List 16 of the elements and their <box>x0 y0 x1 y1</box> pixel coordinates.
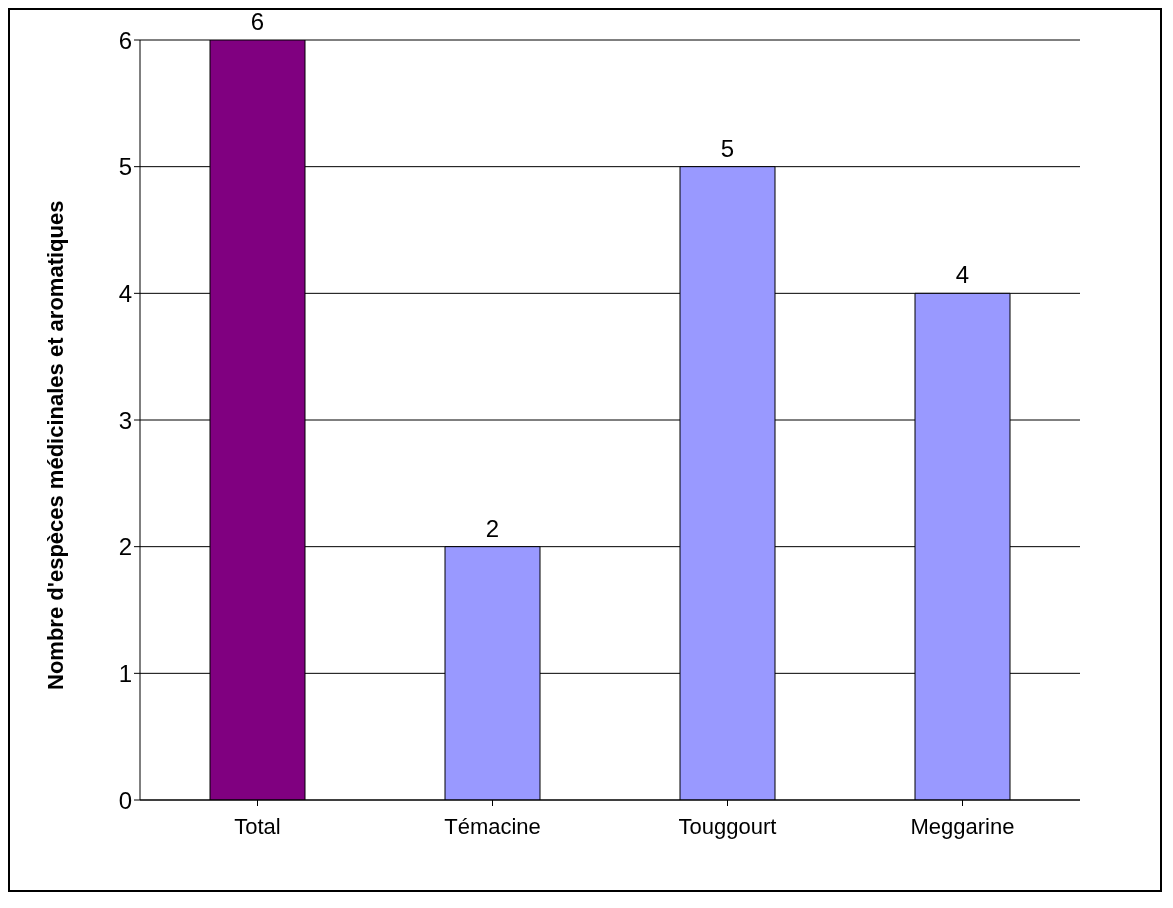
data-label: 4 <box>955 261 970 289</box>
y-tick-label: 3 <box>118 406 132 434</box>
x-tick-label: Témacine <box>444 813 541 839</box>
y-tick-label: 0 <box>118 786 132 814</box>
y-tick-label: 1 <box>118 659 132 687</box>
y-axis-title: Nombre d'espèces médicinales et aromatiques <box>42 200 68 690</box>
data-label: 2 <box>485 514 500 542</box>
y-tick-label: 2 <box>118 533 132 561</box>
x-tick-label: Meggarine <box>910 813 1015 839</box>
y-tick-label: 4 <box>118 279 132 307</box>
x-tick-label: Total <box>234 813 281 839</box>
data-label: 5 <box>720 134 735 162</box>
y-tick-label: 6 <box>118 26 132 54</box>
data-label: 6 <box>250 8 265 35</box>
y-tick-label: 5 <box>118 153 132 181</box>
x-tick-label: Touggourt <box>678 813 777 839</box>
